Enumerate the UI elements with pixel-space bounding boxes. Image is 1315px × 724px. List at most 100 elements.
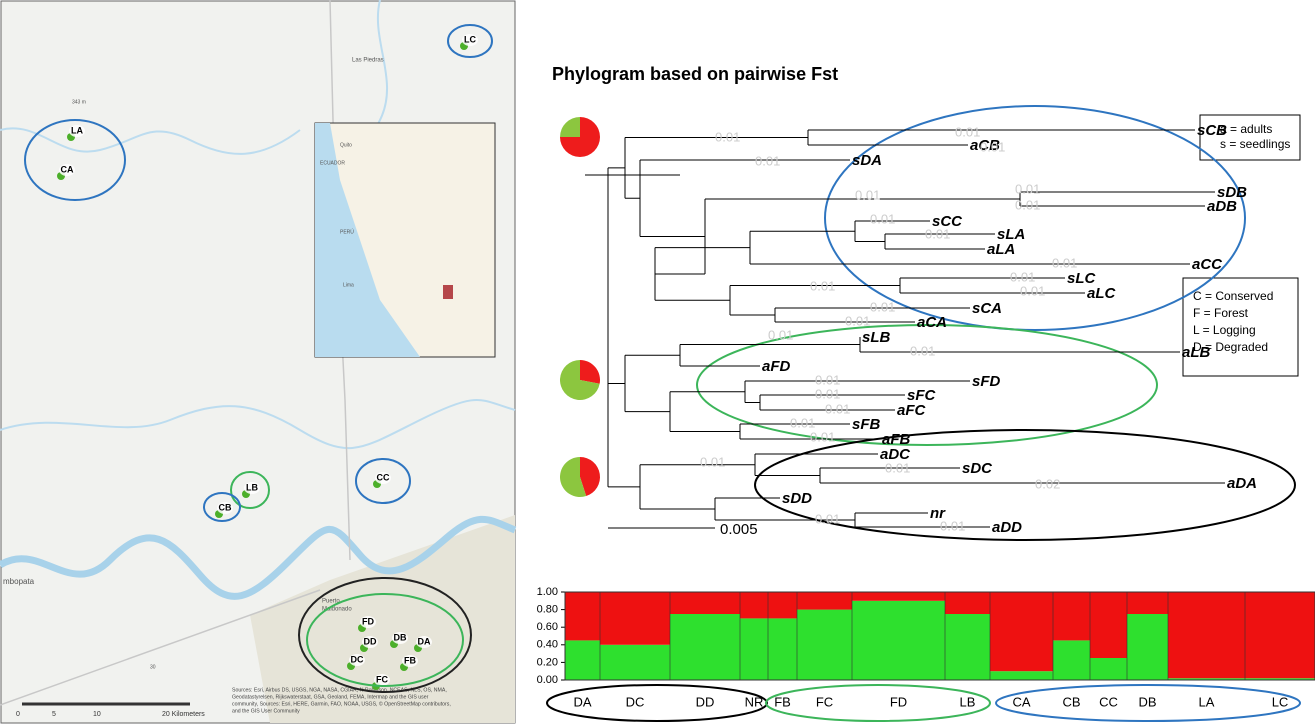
bar-segment	[990, 592, 1053, 672]
x-tick-label: NR	[745, 694, 764, 709]
site-ring	[298, 577, 472, 693]
leaf-label: nr	[930, 505, 946, 522]
scale-label: 20 Kilometers	[162, 711, 205, 718]
bar-segment	[1245, 678, 1315, 680]
branch-length: 0.01	[815, 372, 840, 387]
x-tick-label: FC	[816, 694, 833, 709]
site-label: DA	[418, 636, 431, 646]
scale-label: 10	[93, 711, 101, 718]
branch-length: 0.01	[1015, 197, 1040, 212]
bar-segment	[1127, 614, 1168, 680]
site-label: DB	[394, 632, 407, 642]
bar-segment	[1090, 592, 1127, 658]
y-tick-label: 1.00	[537, 586, 558, 598]
branch-length: 0.01	[815, 386, 840, 401]
leaf-label: aDA	[1227, 475, 1257, 492]
bar-segment	[768, 618, 797, 680]
leaf-label: aLB	[1182, 344, 1211, 361]
attribution: community, Sources: Esri, HERE, Garmin, …	[232, 700, 451, 707]
branch-length: 0.01	[815, 511, 840, 526]
leaf-label: sLB	[862, 329, 891, 346]
x-tick-label: LC	[1272, 694, 1289, 709]
leaf-label: aCC	[1192, 256, 1223, 273]
branch-length: 0.01	[855, 187, 880, 202]
attribution: Geodatastyrelsen, Rijkswaterstaat, GSA, …	[232, 694, 429, 700]
leaf-label: sFC	[907, 387, 937, 404]
leaf-label: aDB	[1207, 198, 1237, 215]
place-label: Las Piedras	[352, 58, 384, 64]
title: Phylogram based on pairwise Fst	[552, 64, 838, 84]
leaf-label: sCC	[932, 213, 963, 230]
x-tick-label: LB	[960, 694, 976, 709]
leaf-label: aFB	[882, 431, 911, 448]
bar-segment	[1053, 640, 1090, 680]
branch-length: 0.01	[810, 278, 835, 293]
site-label-bg	[416, 636, 432, 648]
site-label: FB	[404, 655, 416, 665]
site-ring	[203, 492, 241, 522]
bar-segment	[565, 640, 600, 680]
site-label-bg	[402, 655, 418, 667]
pie-wedge	[560, 360, 600, 400]
place-label: Maldonado	[322, 607, 352, 613]
site-ring	[24, 119, 126, 201]
x-tick-label: LA	[1199, 694, 1215, 709]
x-tick-label: DD	[696, 694, 715, 709]
bar-segment	[1053, 592, 1090, 641]
site-ring	[306, 593, 464, 687]
plot-frame	[564, 591, 1315, 681]
river	[0, 515, 517, 600]
bar-segment	[600, 592, 670, 645]
bar-segment	[945, 614, 990, 680]
branch-length: 0.01	[1010, 269, 1035, 284]
branch-length: 0.01	[870, 299, 895, 314]
bar-segment	[1090, 658, 1127, 680]
legend-text: s = seedlings	[1220, 137, 1290, 151]
place-label: mbopata	[3, 577, 35, 586]
site-label-bg	[462, 34, 478, 46]
inset-label: Quito	[340, 142, 352, 148]
x-tick-label: DA	[573, 694, 591, 709]
group-ellipse	[824, 105, 1246, 331]
y-tick-label: 0.20	[537, 656, 558, 668]
bar-segment	[768, 592, 797, 619]
leaf-label: sDA	[852, 152, 882, 169]
group-ellipse	[696, 324, 1158, 446]
site-label: FC	[376, 674, 388, 684]
site-label-bg	[362, 636, 378, 648]
legend-text: L = Logging	[1193, 323, 1256, 337]
leaf-label: sLA	[997, 226, 1025, 243]
site-ring	[230, 471, 270, 509]
leaf-label: sDB	[1217, 184, 1247, 201]
group-ellipse	[754, 429, 1296, 541]
branch-length: 0.01	[715, 129, 740, 144]
bar-segment	[740, 592, 768, 619]
site-label: LA	[71, 125, 83, 135]
inset-label: ECUADOR	[320, 160, 345, 166]
leaf-label: sLC	[1067, 270, 1097, 287]
x-tick-label: FB	[774, 694, 791, 709]
bar-segment	[600, 644, 670, 680]
branch-length: 0.01	[980, 139, 1005, 154]
site-label: CA	[61, 164, 74, 174]
branch-length: 0.01	[1015, 181, 1040, 196]
y-tick-label: 0.00	[537, 674, 558, 686]
legend-text: F = Forest	[1193, 306, 1249, 320]
branch-length: 0.01	[1052, 255, 1077, 270]
branch-length: 0.01	[700, 454, 725, 469]
attribution: Sources: Esri, Airbus DS, USGS, NGA, NAS…	[232, 687, 447, 693]
bar-segment	[1245, 592, 1315, 679]
site-label: FD	[362, 616, 374, 626]
x-tick-label: CA	[1012, 694, 1030, 709]
bar-segment	[670, 592, 740, 614]
leaf-label: sFB	[852, 416, 881, 433]
attribution: and the GIS User Community	[232, 708, 300, 714]
stream	[0, 399, 516, 450]
pie-wedge	[560, 117, 580, 137]
branch-length: 0.01	[810, 429, 835, 444]
branch-length: 0.01	[885, 460, 910, 475]
place-label: Puerto	[322, 599, 340, 605]
leaf-label: aLC	[1087, 285, 1117, 302]
leaf-label: sCB	[1197, 122, 1227, 139]
